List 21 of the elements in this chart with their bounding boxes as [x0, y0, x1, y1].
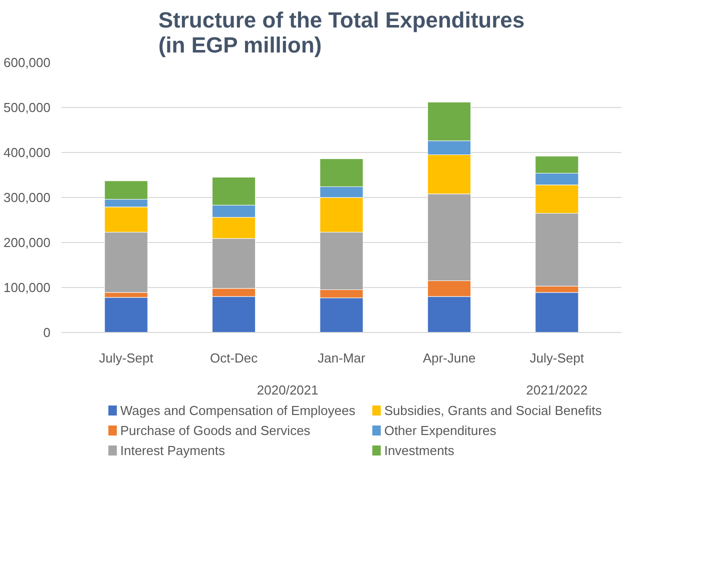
legend-label: Subsidies, Grants and Social Benefits — [384, 403, 602, 418]
y-tick-label: 100,000 — [4, 280, 51, 295]
y-tick-label: 0 — [43, 325, 51, 340]
y-tick-label: 400,000 — [4, 145, 51, 160]
chart-title: Structure of the Total Expenditures (in EGP million) — [158, 8, 525, 58]
x-tick-label: Jan-Mar — [318, 350, 366, 366]
x-tick-label: Apr-June — [422, 350, 476, 366]
text: 2021/2022 — [526, 382, 588, 398]
y-tick-label: 200,000 — [4, 235, 51, 250]
legend-label: Purchase of Goods and Services — [120, 423, 311, 438]
x-tick-label: Oct-Dec — [210, 350, 258, 366]
x-tick-label: July-Sept — [530, 350, 584, 366]
text: 2020/2021 — [256, 382, 318, 398]
x-tick-label: July-Sept — [99, 350, 154, 366]
legend-label: Other Expenditures — [384, 423, 497, 438]
legend-label: Wages and Compensation of Employees — [120, 403, 356, 418]
y-tick-label: 300,000 — [4, 190, 51, 205]
legend-label: Interest Payments — [120, 443, 226, 458]
y-tick-label: 500,000 — [4, 100, 51, 115]
legend-label: Investments — [384, 443, 455, 458]
y-tick-label: 600,000 — [4, 55, 51, 70]
